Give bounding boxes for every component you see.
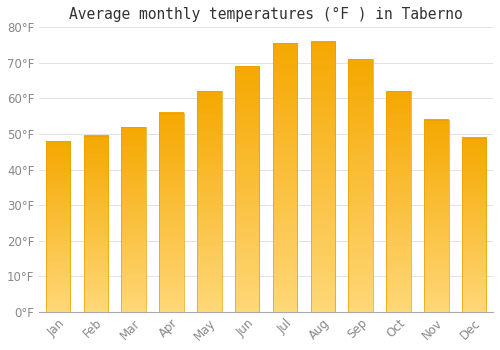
Bar bbox=[122, 127, 146, 312]
Bar bbox=[462, 138, 486, 312]
Bar bbox=[272, 43, 297, 312]
Bar bbox=[310, 42, 335, 312]
Title: Average monthly temperatures (°F ) in Taberno: Average monthly temperatures (°F ) in Ta… bbox=[69, 7, 463, 22]
Bar bbox=[197, 91, 222, 312]
Bar bbox=[46, 141, 70, 312]
Bar bbox=[424, 120, 448, 312]
Bar bbox=[84, 136, 108, 312]
Bar bbox=[386, 91, 411, 312]
Bar bbox=[160, 113, 184, 312]
Bar bbox=[348, 59, 373, 312]
Bar bbox=[235, 66, 260, 312]
